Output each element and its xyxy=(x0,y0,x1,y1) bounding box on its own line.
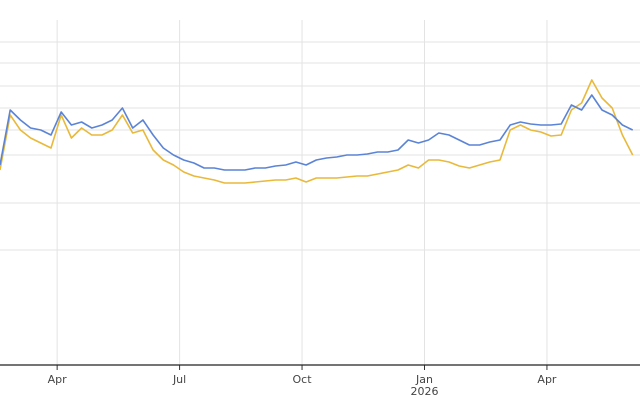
x-tick-label: Apr xyxy=(48,373,68,386)
x-tick-sublabel: 2026 xyxy=(410,385,438,398)
x-tick-label: Jul xyxy=(172,373,186,386)
series-line xyxy=(0,94,634,171)
x-tick-label: Apr xyxy=(537,373,557,386)
series-line xyxy=(0,79,634,184)
x-tick-label: Jan xyxy=(415,373,433,386)
x-tick-label: Oct xyxy=(293,373,313,386)
